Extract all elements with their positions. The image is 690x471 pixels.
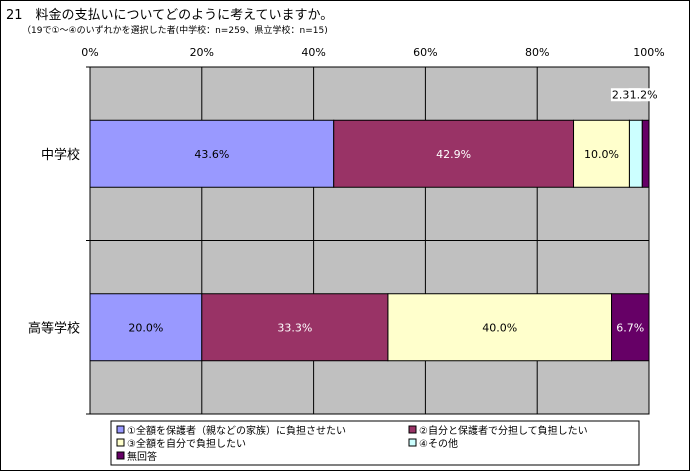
data-label: 43.6% (194, 148, 229, 161)
data-label: 1.2% (630, 88, 658, 101)
chart-subtitle: （19で①～④のいずれかを選択した者(中学校：n=259、県立学校：n=15) (22, 26, 328, 36)
legend-label: 無回答 (127, 450, 157, 463)
legend-swatch (408, 438, 417, 447)
legend-swatch (408, 425, 417, 434)
legend-swatch (116, 438, 125, 447)
x-tick-label: 20% (190, 46, 214, 59)
bar-segment (89, 293, 203, 362)
legend-label: ③全額を自分で負担したい (127, 437, 246, 450)
bar-segment (573, 119, 630, 188)
legend-label: ④その他 (419, 437, 458, 450)
legend-label: ②自分と保護者で分担して負担したい (419, 424, 588, 437)
bar-segment (641, 119, 650, 188)
bar-segment (333, 119, 575, 188)
data-label: 42.9% (436, 148, 471, 161)
x-tick-label: 40% (301, 46, 325, 59)
data-label: 40.0% (482, 321, 517, 334)
category-label: 高等学校 (28, 320, 80, 336)
legend-label: ①全額を保護者（親などの家族）に負担させたい (127, 424, 346, 437)
legend-swatch (116, 425, 125, 434)
x-tick-label: 100% (633, 46, 664, 59)
category-label: 中学校 (41, 147, 80, 163)
legend-box (110, 420, 640, 466)
bar-segment (611, 293, 650, 362)
bar-segment (201, 293, 389, 362)
bar-segment (89, 119, 335, 188)
x-tick-label: 80% (525, 46, 549, 59)
data-label: 10.0% (584, 148, 619, 161)
x-tick-label: 60% (413, 46, 437, 59)
chart-title: 21 料金の支払いについてどのように考えていますか。 (6, 8, 334, 23)
legend-swatch (116, 451, 125, 460)
x-tick-label: 0% (81, 46, 98, 59)
bar-segment (628, 119, 643, 188)
data-label-bg (628, 88, 659, 102)
data-label: 6.7% (616, 321, 644, 334)
bar-segment (387, 293, 613, 362)
data-label: 33.3% (277, 321, 312, 334)
data-label: 20.0% (128, 321, 163, 334)
